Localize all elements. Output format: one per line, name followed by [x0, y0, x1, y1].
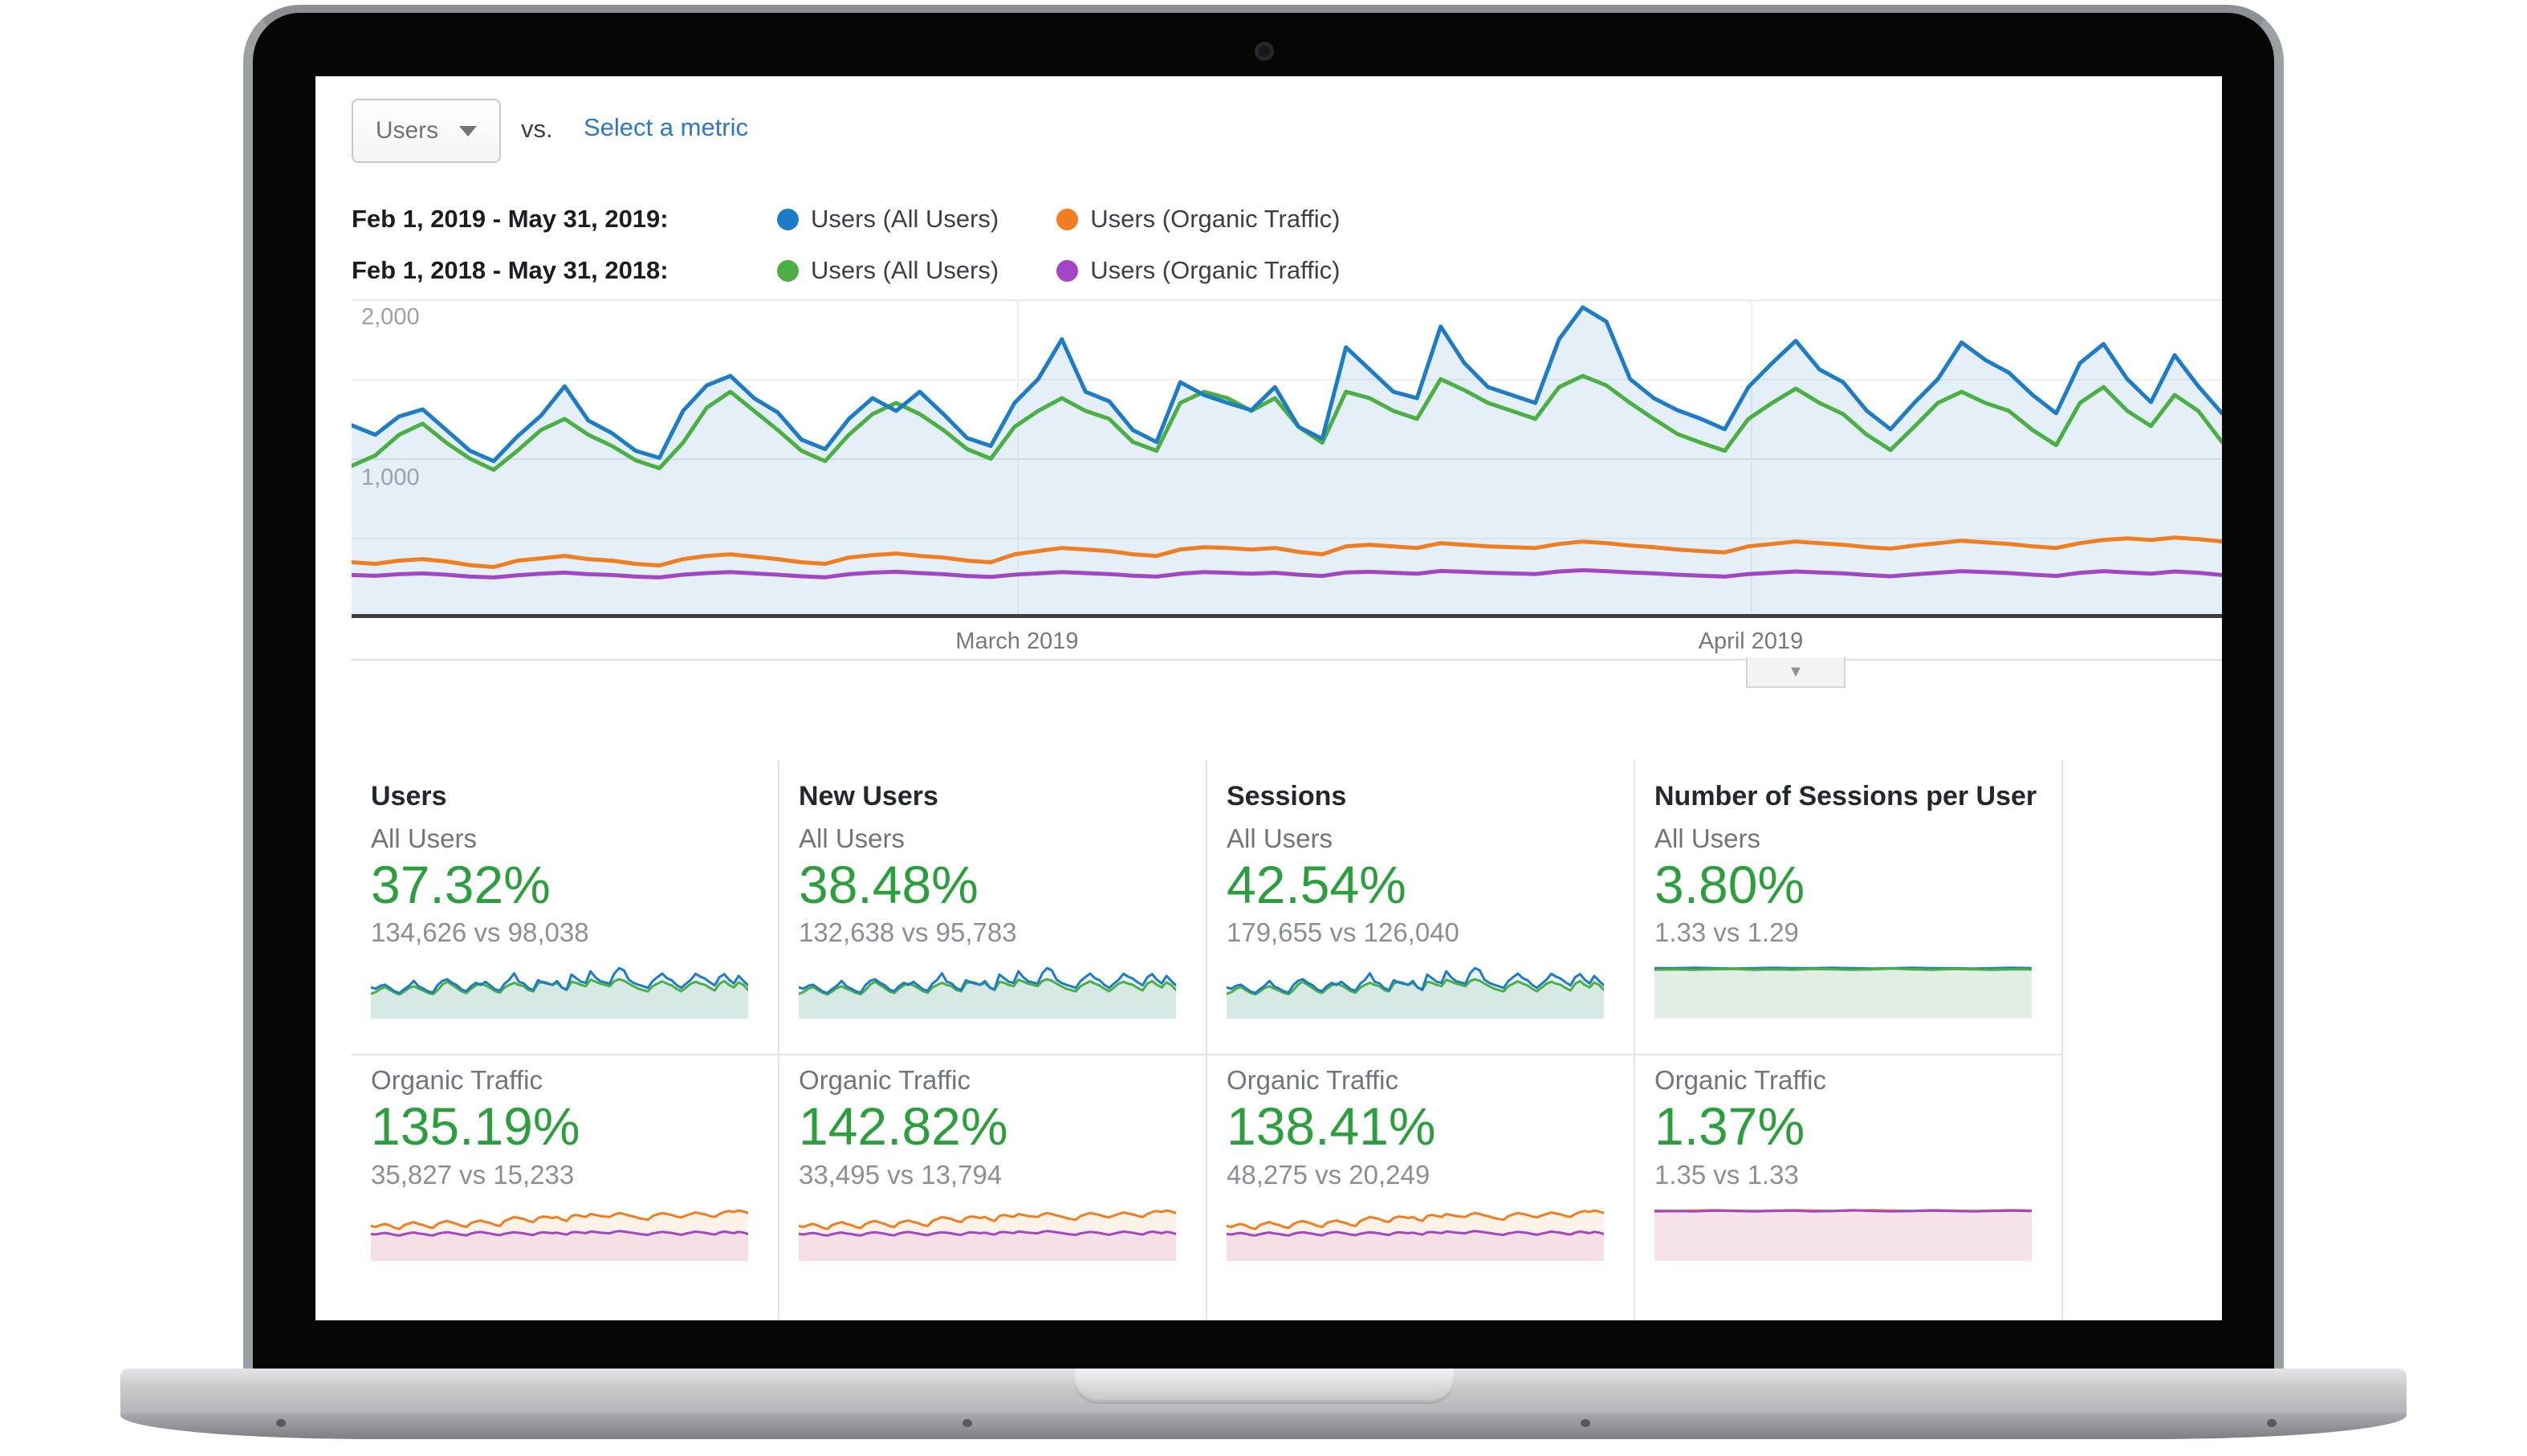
sparkline-users-all [371, 966, 748, 1019]
percent-change-value: 135.19% [371, 1096, 580, 1157]
timeline-chart-series [352, 305, 2222, 618]
laptop-foot [962, 1419, 972, 1427]
metric-selector-dropdown[interactable]: Users [352, 99, 501, 163]
legend-item-users-organic-2019[interactable]: Users (Organic Traffic) [1056, 205, 1340, 234]
segment-label: All Users [371, 824, 478, 853]
segment-label: All Users [1654, 824, 1761, 853]
scorecard-table: Users All Users 37.32% 134,626 vs 98,038… [352, 760, 2063, 1320]
vs-label: vs. [521, 115, 553, 143]
scorecard-new-users: New Users All Users 38.48% 132,638 vs 95… [779, 760, 1207, 1320]
y-axis-tick-2000: 2,000 [361, 304, 420, 330]
sparkline-sessions-all [1227, 966, 1604, 1019]
scorecard-sessions-per-user: Number of Sessions per User All Users 3.… [1635, 760, 2063, 1320]
scorecard-sessions: Sessions All Users 42.54% 179,655 vs 126… [1207, 760, 1635, 1320]
metric-title: Users [371, 781, 447, 811]
segment-label: All Users [1227, 824, 1333, 853]
legend-date-range: Feb 1, 2019 - May 31, 2019: [352, 205, 669, 233]
laptop-foot [2267, 1419, 2277, 1427]
segment-label: Organic Traffic [1227, 1065, 1398, 1096]
legend-item-users-all-2019[interactable]: Users (All Users) [777, 205, 999, 234]
chart-footer-divider [352, 659, 2222, 661]
segment-label: All Users [799, 824, 905, 853]
sparkline-sessions-per-user-organic [1654, 1208, 2032, 1261]
laptop-foot [1581, 1419, 1590, 1427]
series-dot-blue-icon [777, 208, 799, 230]
sparkline-new-users-all [799, 966, 1176, 1019]
comparison-values: 132,638 vs 95,783 [799, 917, 1017, 948]
comparison-values: 134,626 vs 98,038 [371, 917, 589, 948]
month-gridline-april [1751, 299, 1752, 614]
timeline-chart[interactable] [352, 299, 2222, 618]
analytics-screen: Users vs. Select a metric Feb 1, 2019 - … [315, 76, 2222, 1320]
series-dot-green-icon [777, 259, 799, 282]
laptop-foot [276, 1419, 286, 1427]
y-axis-tick-1000: 1,000 [361, 465, 420, 490]
collapse-chart-button[interactable]: ▼ [1746, 657, 1845, 688]
scorecard-row-divider [352, 1054, 2063, 1055]
laptop-base-edge [120, 1413, 2407, 1439]
chevron-down-icon: ▼ [1788, 662, 1804, 681]
metric-title: Number of Sessions per User [1654, 781, 2037, 811]
percent-change-value: 1.37% [1654, 1096, 1805, 1157]
legend-item-users-organic-2018[interactable]: Users (Organic Traffic) [1056, 256, 1340, 285]
webcam-icon [1255, 42, 1274, 61]
percent-change-value: 138.41% [1227, 1096, 1436, 1157]
legend-row-2018: Feb 1, 2018 - May 31, 2018: Users (All U… [352, 253, 1398, 288]
metric-selector-value: Users [375, 117, 439, 144]
comparison-values: 179,655 vs 126,040 [1227, 917, 1459, 948]
series-dot-purple-icon [1056, 259, 1079, 282]
gridline [352, 458, 2222, 460]
sparkline-new-users-organic [799, 1209, 1176, 1261]
series-dot-orange-icon [1056, 208, 1079, 230]
comparison-values: 33,495 vs 13,794 [799, 1159, 1003, 1190]
comparison-values: 1.35 vs 1.33 [1654, 1159, 1799, 1190]
sparkline-sessions-per-user-all [1654, 966, 2032, 1019]
segment-label: Organic Traffic [799, 1065, 971, 1096]
comparison-values: 1.33 vs 1.29 [1654, 917, 1799, 948]
select-a-metric-link[interactable]: Select a metric [584, 113, 749, 141]
percent-change-value: 142.82% [799, 1096, 1008, 1157]
comparison-values: 35,827 vs 15,233 [371, 1159, 575, 1190]
sparkline-users-organic [371, 1209, 748, 1261]
chevron-down-icon [459, 125, 478, 136]
scorecard-users: Users All Users 37.32% 134,626 vs 98,038… [352, 760, 779, 1320]
sparkline-sessions-organic [1227, 1209, 1604, 1261]
segment-label: Organic Traffic [1654, 1065, 1826, 1096]
month-gridline-march [1017, 299, 1019, 614]
metric-title: Sessions [1227, 781, 1347, 811]
percent-change-value: 42.54% [1227, 855, 1406, 914]
legend-row-2019: Feb 1, 2019 - May 31, 2019: Users (All U… [352, 201, 1398, 237]
percent-change-value: 3.80% [1654, 855, 1805, 914]
metric-title: New Users [799, 781, 938, 811]
legend-date-range: Feb 1, 2018 - May 31, 2018: [352, 256, 669, 284]
comparison-values: 48,275 vs 20,249 [1227, 1159, 1430, 1190]
gridline [352, 379, 2222, 380]
percent-change-value: 37.32% [371, 855, 551, 914]
x-axis-tick-march-2019: March 2019 [955, 628, 1079, 654]
legend-item-users-all-2018[interactable]: Users (All Users) [777, 256, 999, 285]
percent-change-value: 38.48% [799, 855, 979, 914]
gridline [352, 299, 2222, 301]
segment-label: Organic Traffic [371, 1065, 543, 1096]
laptop-hinge-notch [1073, 1369, 1455, 1404]
x-axis-line [352, 614, 2222, 618]
gridline [352, 538, 2222, 539]
x-axis-tick-april-2019: April 2019 [1698, 628, 1804, 654]
